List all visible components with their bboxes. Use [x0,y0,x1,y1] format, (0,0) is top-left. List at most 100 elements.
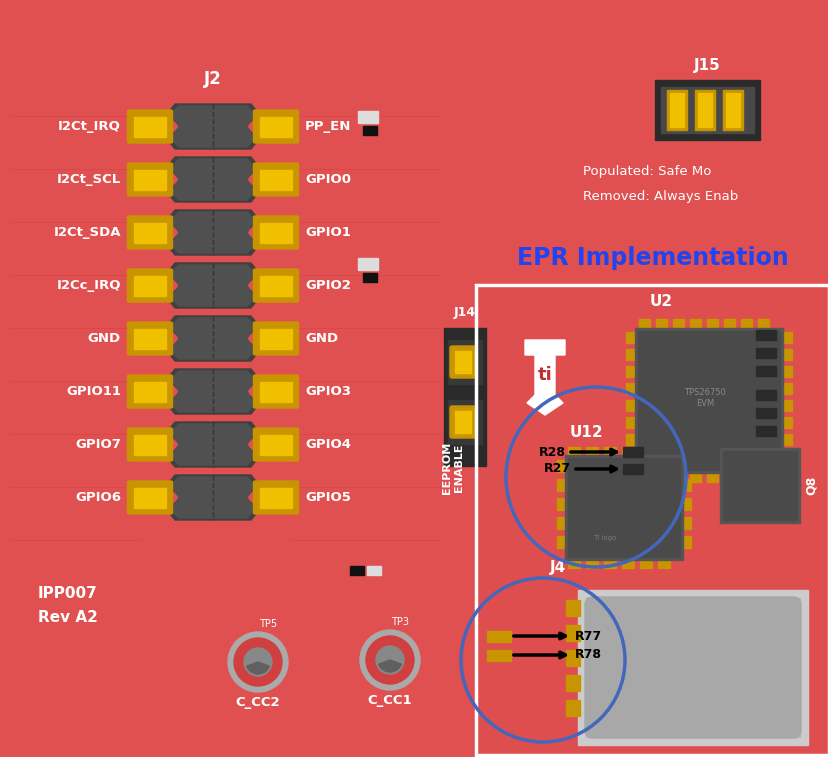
FancyBboxPatch shape [253,481,298,514]
FancyBboxPatch shape [128,110,172,143]
Polygon shape [171,371,255,412]
Text: GND: GND [305,332,338,345]
Bar [683,536,691,548]
Bar [134,488,166,507]
Bar [639,561,651,568]
Bar [720,448,799,523]
Text: C_CC2: C_CC2 [235,696,280,709]
Text: ti: ti [537,366,551,384]
Bar [585,561,597,568]
Polygon shape [166,475,258,520]
Polygon shape [166,210,258,255]
Bar [134,223,166,242]
Bar [667,90,686,130]
Bar [757,319,768,327]
Bar [783,451,791,462]
Bar [585,598,799,737]
Text: GPIO1: GPIO1 [305,226,350,239]
FancyBboxPatch shape [253,216,298,249]
Text: Removed: Always Enab: Removed: Always Enab [582,190,738,203]
FancyBboxPatch shape [128,428,172,461]
Text: PP_EN: PP_EN [305,120,351,133]
Bar [740,474,751,482]
Bar [585,447,597,454]
Bar [556,517,563,529]
Bar [134,329,166,348]
Bar [625,349,633,360]
Polygon shape [166,316,258,361]
Bar [755,330,775,340]
Bar [638,474,649,482]
Polygon shape [171,159,255,200]
Text: R77: R77 [575,630,601,643]
Bar [654,80,759,140]
FancyBboxPatch shape [253,375,298,408]
Bar [447,340,481,384]
Bar [740,319,751,327]
Bar [566,700,580,716]
Text: I2Ct_SCL: I2Ct_SCL [56,173,121,186]
Bar [621,561,633,568]
Polygon shape [171,265,255,306]
Text: Q8: Q8 [804,476,817,495]
Circle shape [243,648,272,676]
Bar [655,319,667,327]
Bar [683,517,691,529]
Circle shape [233,638,282,686]
Bar [455,411,470,433]
Text: GPIO2: GPIO2 [305,279,350,292]
Polygon shape [166,104,258,149]
Text: TI logo: TI logo [593,535,616,541]
Text: TP5: TP5 [258,619,277,629]
Bar [638,331,779,470]
Bar [260,170,291,189]
Bar [260,223,291,242]
FancyBboxPatch shape [253,110,298,143]
Bar [566,600,580,616]
Bar [134,117,166,136]
Bar [455,351,470,373]
FancyBboxPatch shape [450,346,475,378]
Bar [604,561,615,568]
Bar [625,366,633,377]
Bar [638,319,649,327]
FancyBboxPatch shape [128,269,172,302]
Bar [556,536,563,548]
Bar [755,366,775,376]
Bar [260,329,291,348]
Bar [697,93,711,127]
Bar [134,276,166,295]
Bar [783,349,791,360]
Bar [623,447,643,457]
Bar [757,474,768,482]
Bar [358,258,378,270]
Bar [556,479,563,491]
Text: Populated: Safe Mo: Populated: Safe Mo [582,165,710,178]
Text: J4: J4 [549,560,566,575]
Bar [134,435,166,454]
Bar [566,650,580,666]
Bar [363,126,377,135]
Polygon shape [171,212,255,253]
Bar [722,451,796,520]
Bar [625,434,633,445]
Text: J15: J15 [693,58,720,73]
Bar [783,400,791,411]
Bar [349,566,363,575]
Bar [625,451,633,462]
Text: GPIO5: GPIO5 [305,491,350,504]
Wedge shape [378,660,401,672]
Bar [625,383,633,394]
Bar [723,474,734,482]
Text: GPIO11: GPIO11 [66,385,121,398]
Text: U12: U12 [570,425,603,440]
Text: EEPROM
ENABLE: EEPROM ENABLE [441,442,463,494]
Bar [363,273,377,282]
Text: GPIO4: GPIO4 [305,438,350,451]
Polygon shape [166,263,258,308]
Text: TP3: TP3 [391,617,408,627]
Bar [358,111,378,123]
Text: GND: GND [88,332,121,345]
Bar [783,383,791,394]
Polygon shape [524,340,565,415]
